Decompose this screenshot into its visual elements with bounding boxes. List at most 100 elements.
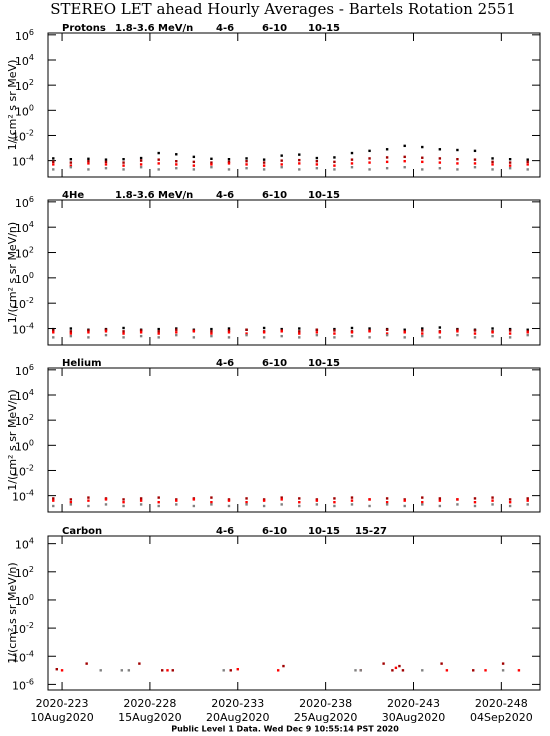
y-tick-exponent: 4 bbox=[29, 536, 34, 545]
y-tick-exponent: 0 bbox=[29, 103, 34, 112]
data-point bbox=[262, 498, 266, 501]
data-point bbox=[229, 669, 232, 672]
data-point bbox=[350, 166, 354, 169]
data-point bbox=[403, 155, 406, 159]
data-point bbox=[438, 157, 442, 160]
data-point bbox=[382, 662, 385, 665]
data-point bbox=[456, 330, 459, 333]
data-point bbox=[227, 327, 231, 330]
data-point bbox=[438, 499, 442, 502]
y-tick-exponent: -4 bbox=[26, 321, 34, 330]
data-point bbox=[210, 501, 213, 504]
data-point bbox=[175, 160, 178, 163]
data-point bbox=[368, 330, 371, 333]
data-point bbox=[245, 157, 248, 160]
data-point bbox=[473, 329, 477, 332]
footer: Public Level 1 Data. Wed Dec 9 10:55:14 … bbox=[171, 725, 399, 734]
data-point bbox=[262, 499, 266, 502]
data-point bbox=[508, 167, 512, 170]
data-point bbox=[421, 501, 424, 504]
data-point bbox=[298, 330, 301, 333]
data-point bbox=[438, 504, 442, 508]
data-point bbox=[333, 327, 336, 331]
data-point bbox=[175, 503, 178, 506]
data-point bbox=[350, 499, 354, 502]
x-tick-label: 2020-248 bbox=[475, 697, 528, 710]
data-point bbox=[192, 336, 196, 339]
data-point bbox=[298, 504, 301, 508]
data-point bbox=[508, 161, 512, 164]
data-point bbox=[403, 499, 406, 502]
data-point bbox=[526, 499, 529, 502]
data-point bbox=[210, 496, 213, 499]
data-point bbox=[333, 501, 336, 504]
data-point bbox=[421, 496, 424, 499]
data-point bbox=[280, 327, 283, 331]
data-point bbox=[104, 163, 108, 166]
data-point bbox=[368, 498, 371, 501]
x-tick-date: 25Aug2020 bbox=[294, 711, 357, 724]
data-point bbox=[69, 498, 73, 501]
y-tick-exponent: 6 bbox=[29, 194, 34, 203]
x-tick-label: 2020-223 bbox=[36, 697, 89, 710]
data-point bbox=[391, 669, 394, 672]
y-tick-exponent: 2 bbox=[29, 564, 34, 573]
data-point bbox=[508, 504, 512, 508]
data-point bbox=[298, 158, 301, 162]
data-point bbox=[491, 499, 494, 502]
data-point bbox=[385, 328, 389, 331]
data-point bbox=[315, 503, 319, 506]
data-point bbox=[333, 156, 336, 159]
data-point bbox=[280, 163, 283, 166]
data-point bbox=[227, 168, 231, 171]
y-tick-exponent: 0 bbox=[29, 438, 34, 447]
data-point bbox=[491, 168, 494, 171]
data-point bbox=[245, 160, 248, 163]
data-point bbox=[236, 668, 239, 671]
data-point bbox=[69, 158, 73, 161]
data-point bbox=[456, 328, 459, 331]
data-point bbox=[368, 168, 371, 171]
data-point bbox=[403, 166, 406, 169]
legend-label: 4-6 bbox=[216, 190, 234, 201]
data-point bbox=[315, 331, 319, 334]
data-point bbox=[421, 168, 424, 171]
data-point bbox=[192, 155, 196, 159]
y-tick-label: 100 bbox=[15, 438, 34, 454]
data-point bbox=[473, 336, 477, 339]
data-point bbox=[491, 327, 494, 330]
data-point bbox=[210, 334, 213, 338]
data-point bbox=[350, 496, 354, 499]
data-point bbox=[175, 167, 178, 170]
data-point bbox=[298, 153, 301, 156]
data-point bbox=[403, 144, 406, 148]
data-point bbox=[210, 332, 213, 335]
data-point bbox=[508, 158, 512, 161]
data-point bbox=[298, 497, 301, 500]
data-point bbox=[385, 156, 389, 159]
data-point bbox=[87, 162, 90, 165]
data-point bbox=[262, 164, 266, 167]
data-point bbox=[227, 498, 231, 501]
y-tick-label: 10-2 bbox=[12, 296, 34, 312]
data-point bbox=[438, 148, 442, 151]
data-point bbox=[52, 499, 55, 502]
y-tick-exponent: 4 bbox=[29, 387, 34, 396]
data-point bbox=[438, 331, 442, 334]
x-tick-label: 2020-243 bbox=[387, 697, 440, 710]
data-point bbox=[87, 336, 90, 339]
legend-label: 1.8-3.6 MeV/n bbox=[115, 23, 193, 34]
data-point bbox=[262, 326, 266, 330]
data-point bbox=[438, 336, 442, 339]
data-point bbox=[473, 504, 477, 508]
y-tick-label: 104 bbox=[15, 52, 34, 68]
data-point bbox=[280, 498, 283, 501]
data-point bbox=[69, 332, 73, 335]
data-point bbox=[227, 158, 231, 161]
data-point bbox=[69, 161, 73, 164]
data-point bbox=[350, 151, 354, 155]
data-point bbox=[175, 499, 178, 502]
y-tick-exponent: -2 bbox=[26, 128, 34, 137]
data-point bbox=[69, 164, 73, 167]
data-point bbox=[526, 160, 529, 164]
